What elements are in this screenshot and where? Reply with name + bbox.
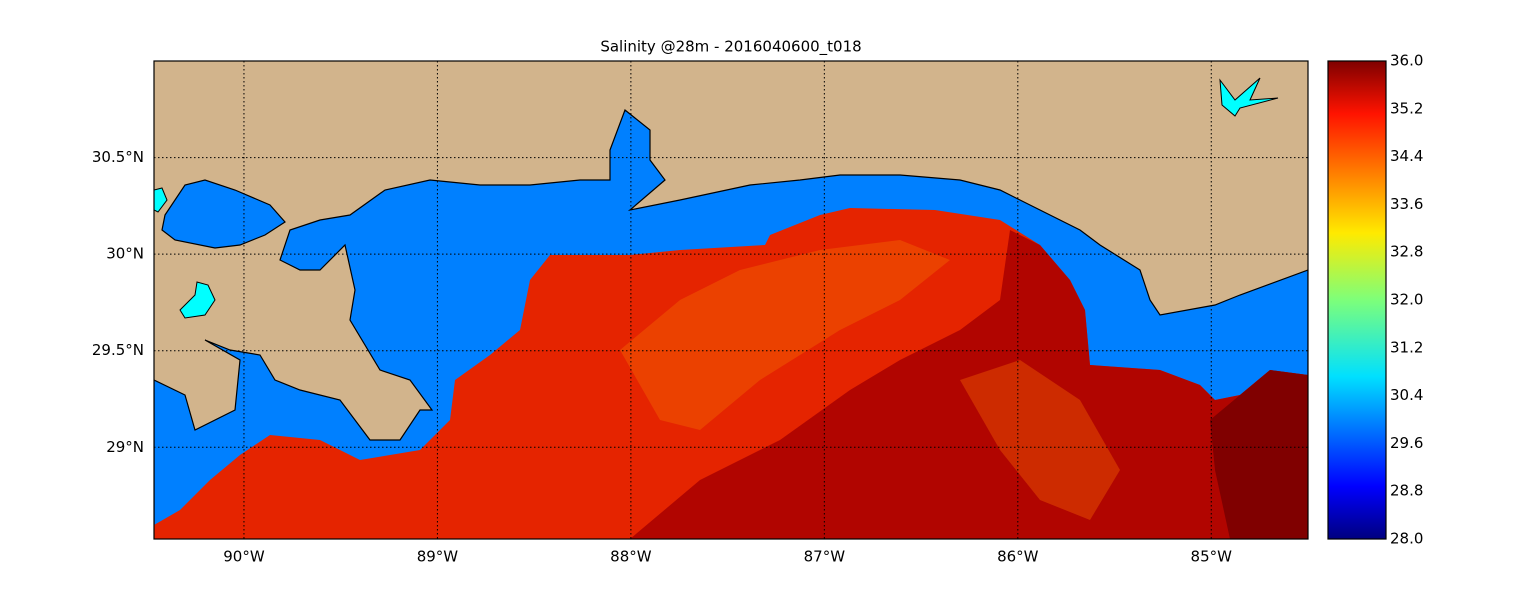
x-tick-label: 87°W bbox=[804, 548, 846, 566]
colorbar-tick-label: 36.0 bbox=[1390, 52, 1423, 70]
grid-layer: 90°W 89°W 88°W 87°W 86°W 85°W 29°N 29.5°N 30°N 30… bbox=[92, 52, 1424, 566]
salinity-field-max bbox=[1210, 370, 1308, 539]
lake bbox=[161, 179, 286, 249]
y-tick-label: 30.5°N bbox=[92, 148, 144, 166]
colorbar-tick-label: 32.8 bbox=[1390, 243, 1423, 261]
colorbar-tick-label: 28.8 bbox=[1390, 482, 1423, 500]
x-tick-label: 88°W bbox=[610, 548, 652, 566]
plot-frame bbox=[153, 60, 1309, 540]
y-tick-label: 29°N bbox=[106, 438, 144, 456]
x-tick-label: 85°W bbox=[1191, 548, 1233, 566]
x-tick-label: 90°W bbox=[223, 548, 265, 566]
salinity-field-low bbox=[960, 360, 1120, 520]
x-tick-label: 89°W bbox=[417, 548, 459, 566]
colorbar-tick-label: 33.6 bbox=[1390, 195, 1423, 213]
salinity-field-high bbox=[630, 230, 1308, 539]
colorbar-tick-label: 30.4 bbox=[1390, 386, 1423, 404]
small-lake bbox=[154, 187, 168, 213]
chart-title: Salinity @28m - 2016040600_t018 bbox=[600, 38, 861, 57]
salinity-field-low bbox=[620, 240, 950, 430]
colorbar-tick-label: 34.4 bbox=[1390, 147, 1423, 165]
y-tick-label: 30°N bbox=[106, 245, 144, 263]
small-lake bbox=[1219, 77, 1279, 117]
colorbar-tick-label: 28.0 bbox=[1390, 530, 1423, 548]
colorbar bbox=[1327, 60, 1387, 540]
x-tick-label: 86°W bbox=[997, 548, 1039, 566]
map-area bbox=[154, 61, 1308, 539]
colorbar-tick-label: 35.2 bbox=[1390, 99, 1423, 117]
colorbar-tick-label: 32.0 bbox=[1390, 291, 1423, 309]
colorbar-tick-label: 29.6 bbox=[1390, 434, 1423, 452]
colorbar-tick-label: 31.2 bbox=[1390, 338, 1423, 356]
small-lake bbox=[179, 281, 216, 319]
y-tick-label: 29.5°N bbox=[92, 341, 144, 359]
